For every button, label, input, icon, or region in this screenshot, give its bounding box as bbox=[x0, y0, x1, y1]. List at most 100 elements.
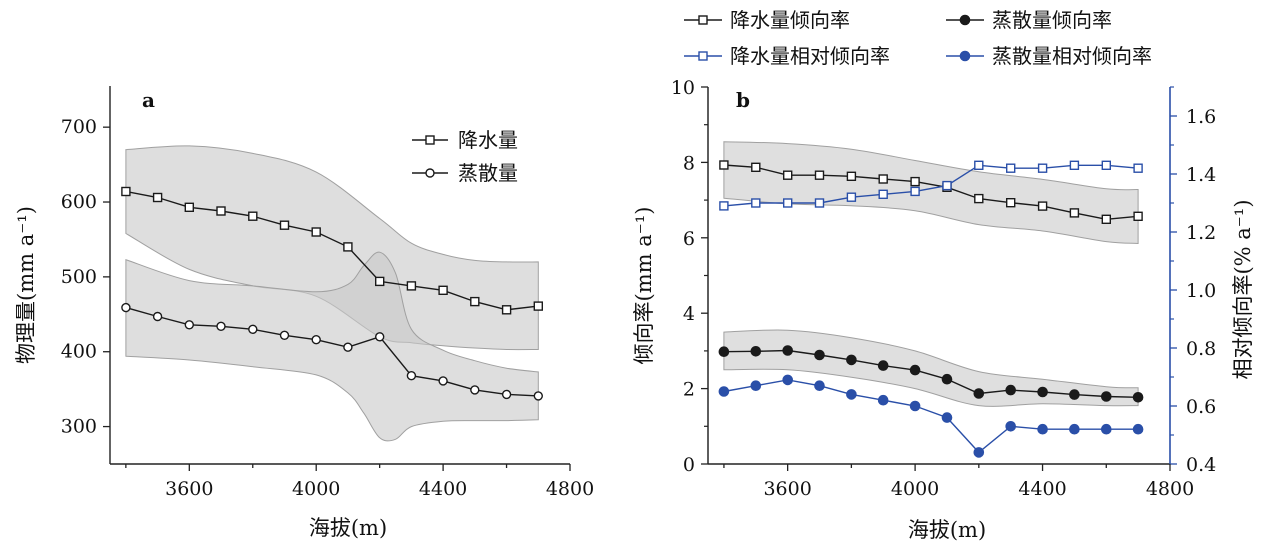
y-tick-label: 8 bbox=[683, 152, 695, 174]
y-axis-title: 物理量(mm a⁻¹) bbox=[14, 206, 38, 364]
data-point bbox=[1133, 211, 1143, 222]
data-point bbox=[311, 227, 321, 237]
data-point bbox=[248, 211, 258, 221]
data-point bbox=[184, 202, 195, 213]
y-tick-label: 300 bbox=[61, 416, 97, 438]
y-tick-label: 600 bbox=[61, 191, 97, 213]
data-point bbox=[878, 189, 888, 200]
data-point bbox=[846, 192, 857, 202]
data-point bbox=[719, 201, 729, 211]
data-point bbox=[974, 160, 984, 171]
data-point bbox=[750, 380, 762, 392]
data-point bbox=[248, 324, 258, 334]
data-point bbox=[1101, 214, 1112, 225]
y-tick-label: 10 bbox=[671, 77, 695, 99]
x-tick-label: 4400 bbox=[419, 478, 467, 500]
data-point bbox=[1006, 197, 1016, 208]
data-point bbox=[973, 447, 985, 458]
y-tick-label: 700 bbox=[61, 116, 97, 138]
legend-label: 蒸散量倾向率 bbox=[992, 8, 1112, 32]
data-point bbox=[121, 302, 131, 313]
series-line bbox=[723, 379, 1139, 454]
data-point bbox=[814, 170, 825, 180]
data-point bbox=[216, 321, 226, 331]
data-point bbox=[1037, 201, 1048, 211]
data-point bbox=[1101, 160, 1112, 171]
panel-b-chart: 0 2 4 6 8 10 0.4 0.6 0.8 1.0 1.2 1.4 1.6 3600 4000 4400… bbox=[632, 8, 1255, 542]
data-point bbox=[782, 345, 794, 356]
data-point bbox=[1005, 420, 1017, 432]
data-point bbox=[878, 174, 888, 184]
x-axis-title: 海拔(m) bbox=[908, 518, 986, 542]
data-point bbox=[501, 389, 512, 400]
data-point bbox=[1132, 423, 1144, 435]
data-point bbox=[501, 305, 512, 315]
series-line bbox=[723, 164, 1139, 221]
data-point bbox=[846, 354, 857, 366]
data-point bbox=[279, 330, 290, 340]
data-point bbox=[1132, 391, 1144, 403]
legend-marker bbox=[959, 50, 971, 62]
legend-marker bbox=[698, 15, 708, 25]
series-line bbox=[125, 306, 539, 397]
data-point bbox=[1037, 163, 1048, 173]
data-point bbox=[406, 281, 417, 291]
data-point bbox=[782, 374, 794, 386]
data-point bbox=[750, 345, 762, 357]
data-point bbox=[941, 373, 953, 385]
x-tick-label: 3600 bbox=[763, 478, 811, 500]
x-tick-label: 4400 bbox=[1018, 478, 1066, 500]
data-point bbox=[343, 242, 353, 252]
data-point bbox=[1069, 208, 1080, 218]
data-point bbox=[783, 198, 793, 208]
data-point bbox=[1005, 384, 1017, 396]
panel-a-chart: 300 400 500 600 700 3600 4000 4400 4800 海拔(m) 物理量(… bbox=[14, 86, 594, 540]
data-point bbox=[751, 198, 761, 208]
data-point bbox=[1101, 423, 1112, 435]
y2-tick-label: 0.6 bbox=[1186, 396, 1216, 418]
data-point bbox=[406, 371, 417, 381]
data-point bbox=[973, 388, 985, 399]
data-point bbox=[121, 186, 131, 197]
x-tick-label: 4800 bbox=[546, 478, 594, 500]
y-tick-label: 0 bbox=[683, 454, 695, 476]
series-line bbox=[125, 190, 539, 311]
x-tick-label: 4000 bbox=[891, 478, 939, 500]
data-point bbox=[375, 332, 385, 342]
series-line bbox=[723, 349, 1139, 398]
data-point bbox=[438, 376, 448, 386]
legend-label: 降水量相对倾向率 bbox=[730, 44, 890, 68]
band-precip-trend bbox=[723, 141, 1139, 245]
y2-tick-label: 1.2 bbox=[1186, 222, 1216, 244]
data-point bbox=[438, 285, 448, 295]
x-tick-label: 4800 bbox=[1146, 478, 1194, 500]
y-axis-title: 倾向率(mm a⁻¹) bbox=[632, 207, 656, 365]
y-tick-label: 500 bbox=[61, 266, 97, 288]
y2-tick-label: 0.8 bbox=[1186, 338, 1216, 360]
y2-tick-label: 1.6 bbox=[1186, 106, 1216, 128]
data-point bbox=[1133, 163, 1143, 173]
data-point bbox=[974, 193, 984, 204]
data-point bbox=[846, 389, 857, 400]
data-point bbox=[877, 360, 889, 371]
panel-label: a bbox=[142, 88, 155, 112]
data-point bbox=[846, 171, 857, 182]
data-point bbox=[718, 386, 730, 397]
data-point bbox=[877, 394, 889, 406]
data-point bbox=[941, 412, 953, 423]
data-point bbox=[533, 391, 543, 401]
data-point bbox=[1006, 163, 1016, 173]
data-point bbox=[1069, 160, 1080, 171]
series-line bbox=[723, 164, 1139, 207]
data-point bbox=[1069, 389, 1080, 400]
legend-label: 降水量 bbox=[458, 128, 518, 152]
y2-axis-title: 相对倾向率(% a⁻¹) bbox=[1231, 199, 1255, 379]
data-point bbox=[470, 296, 480, 307]
y-tick-label: 400 bbox=[61, 341, 97, 363]
data-point bbox=[1037, 423, 1048, 435]
legend-label: 蒸散量 bbox=[458, 161, 518, 185]
data-point bbox=[470, 385, 480, 395]
data-point bbox=[533, 301, 543, 311]
data-point bbox=[375, 276, 385, 287]
